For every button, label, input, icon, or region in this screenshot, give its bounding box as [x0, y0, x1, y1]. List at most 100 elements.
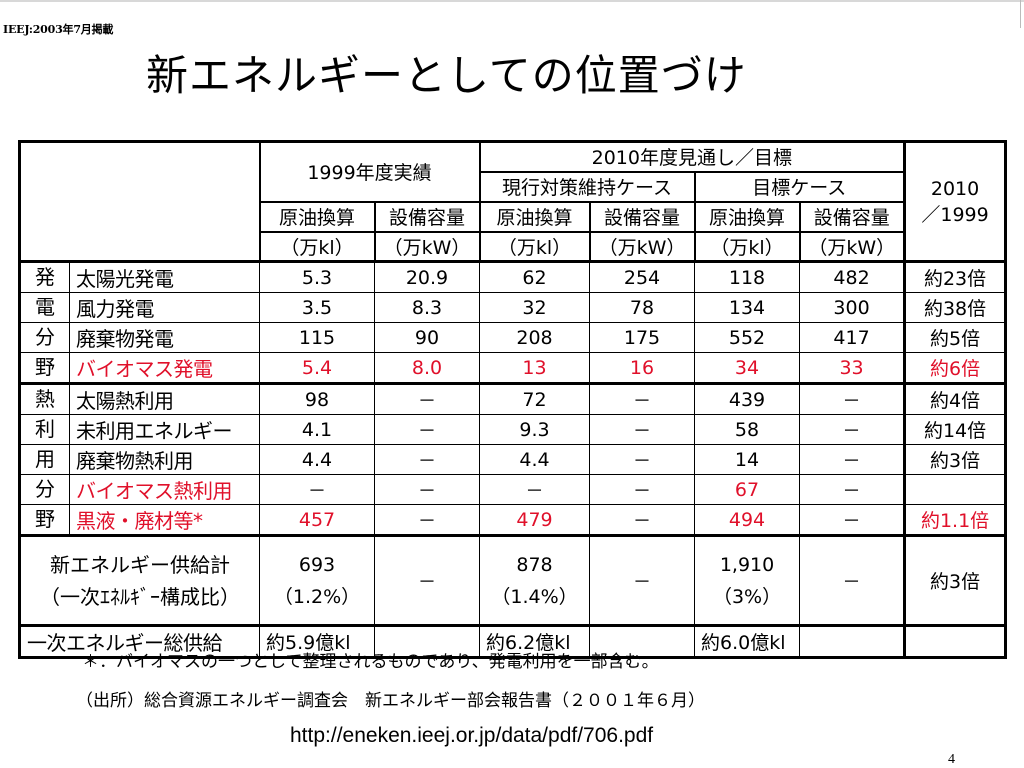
value-cell: 175: [589, 322, 696, 353]
value-cell: －: [373, 414, 481, 445]
table-row: 用廃棄物熱利用 4.4 － 4.4 － 14 －約3倍: [19, 444, 1007, 475]
empty-cell: [373, 624, 481, 658]
value-cell: －: [589, 382, 696, 415]
value-cell: 4.1: [259, 414, 375, 445]
ratio-cell: 約4倍: [903, 382, 1007, 415]
value-cell: －: [799, 504, 906, 536]
value-cell: 34: [694, 352, 801, 384]
header-target-case: 目標ケース: [693, 170, 906, 203]
unit-kl-current: （万kl）: [478, 230, 591, 263]
header-1999: 1999年度実績: [258, 140, 481, 203]
value-cell: 58: [694, 414, 801, 445]
ratio-cell: 約6倍: [903, 352, 1007, 384]
supply-current-value: 878: [516, 553, 553, 576]
ratio-cell: 約38倍: [903, 292, 1007, 323]
value-cell: 208: [479, 322, 591, 353]
value-cell: 90: [373, 322, 481, 353]
table-row: 発太陽光発電 5.3 20.9 62 254 118 482 約23倍: [19, 260, 1007, 293]
value-cell: －: [799, 414, 906, 445]
row-label: 太陽熱利用: [69, 382, 260, 415]
supply-label-line2: （一次ｴﾈﾙｷﾞｰ構成比）: [40, 584, 240, 609]
value-cell: －: [373, 474, 481, 505]
supply-target-share: （3%）: [712, 585, 782, 608]
value-cell: 4.4: [259, 444, 375, 475]
unit-kl-1999: （万kl）: [258, 230, 376, 263]
value-cell: 300: [799, 292, 906, 323]
value-cell: 67: [694, 474, 801, 505]
value-cell: 479: [479, 504, 591, 536]
value-cell: 78: [589, 292, 696, 323]
supply-ratio-cell: 約3倍: [903, 534, 1007, 626]
unit-kw-current: （万kW）: [588, 230, 696, 263]
corner-cell: [18, 140, 261, 263]
energy-table: 1999年度実績 2010年度見通し／目標 2010 ／1999 現行対策維持ケー…: [18, 140, 1008, 659]
value-cell: 8.3: [373, 292, 481, 323]
header-current-case: 現行対策維持ケース: [478, 170, 696, 203]
footnote: ＊：バイオマスの一つとして整理されるものであり、発電利用を一部含む。: [82, 652, 659, 672]
value-cell: 5.3: [259, 260, 375, 293]
header-capacity-current: 設備容量: [588, 200, 696, 233]
row-label: 太陽光発電: [69, 260, 260, 293]
value-cell: －: [589, 444, 696, 475]
row-label: 廃棄物発電: [69, 322, 260, 353]
header-2010: 2010年度見通し／目標: [478, 140, 906, 173]
value-cell: 8.0: [373, 352, 481, 384]
value-cell: 33: [799, 352, 906, 384]
row-label: 廃棄物熱利用: [69, 444, 260, 475]
supply-label-line1: 新エネルギー供給計: [50, 552, 230, 577]
primary-total-label: 一次エネルギー総供給: [19, 624, 260, 658]
row-label: バイオマス発電: [69, 352, 260, 384]
supply-1999-share: （1.2%）: [273, 585, 361, 608]
table-row: 野バイオマス発電 5.4 8.0 13 16 34 33 約6倍: [19, 352, 1007, 384]
right-border: [1020, 0, 1021, 28]
value-cell: －: [259, 474, 375, 505]
heat-category-char: 熱: [19, 382, 70, 415]
ratio-cell: 約23倍: [903, 260, 1007, 293]
row-label: 黒液・廃材等*: [69, 504, 260, 536]
header-crude-target: 原油換算: [693, 200, 801, 233]
heat-category-char: 野: [19, 504, 70, 536]
ratio-line1: 2010: [930, 177, 980, 200]
value-cell: 20.9: [373, 260, 481, 293]
supply-target-cell: 1,910 （3%）: [694, 534, 801, 626]
header-capacity-1999: 設備容量: [373, 200, 481, 233]
unit-kw-target: （万kW）: [798, 230, 906, 263]
header-crude-1999: 原油換算: [258, 200, 376, 233]
value-cell: 417: [799, 322, 906, 353]
value-cell: －: [373, 504, 481, 536]
value-cell: －: [373, 382, 481, 415]
ratio-cell: 約5倍: [903, 322, 1007, 353]
heat-category-char: 用: [19, 444, 70, 475]
header-crude-current: 原油換算: [478, 200, 591, 233]
value-cell: 552: [694, 322, 801, 353]
value-cell: 118: [694, 260, 801, 293]
table-row: 分バイオマス熱利用－－－－ 67 －: [19, 474, 1007, 505]
row-label: 未利用エネルギー: [69, 414, 260, 445]
header-capacity-target: 設備容量: [798, 200, 906, 233]
value-cell: －: [589, 504, 696, 536]
supply-dash-cell: －: [589, 534, 696, 626]
power-category-char: 電: [19, 292, 70, 323]
value-cell: －: [589, 474, 696, 505]
supply-dash-cell: －: [799, 534, 906, 626]
table-row: 分廃棄物発電 115 90 208 175 552 417 約5倍: [19, 322, 1007, 353]
value-cell: 494: [694, 504, 801, 536]
source-note: （出所）総合資源エネルギー調査会 新エネルギー部会報告書（２００１年６月）: [76, 691, 705, 711]
power-category-char: 野: [19, 352, 70, 384]
value-cell: 32: [479, 292, 591, 323]
source-url[interactable]: http://eneken.ieej.or.jp/data/pdf/706.pd…: [290, 724, 654, 747]
top-border: [0, 0, 1024, 2]
supply-current-share: （1.4%）: [491, 585, 578, 608]
value-cell: 14: [694, 444, 801, 475]
header-note: IEEJ:2003年7月掲載: [3, 23, 114, 36]
ratio-cell: 約1.1倍: [903, 504, 1007, 536]
ratio-cell: 約14倍: [903, 414, 1007, 445]
supply-current-cell: 878 （1.4%）: [479, 534, 591, 626]
value-cell: 115: [259, 322, 375, 353]
table-row: 野黒液・廃材等* 457 － 479 － 494 －約1.1倍: [19, 504, 1007, 536]
heat-category-char: 分: [19, 474, 70, 505]
value-cell: 16: [589, 352, 696, 384]
supply-target-value: 1,910: [719, 553, 775, 576]
value-cell: 457: [259, 504, 375, 536]
supply-1999-value: 693: [298, 553, 336, 576]
